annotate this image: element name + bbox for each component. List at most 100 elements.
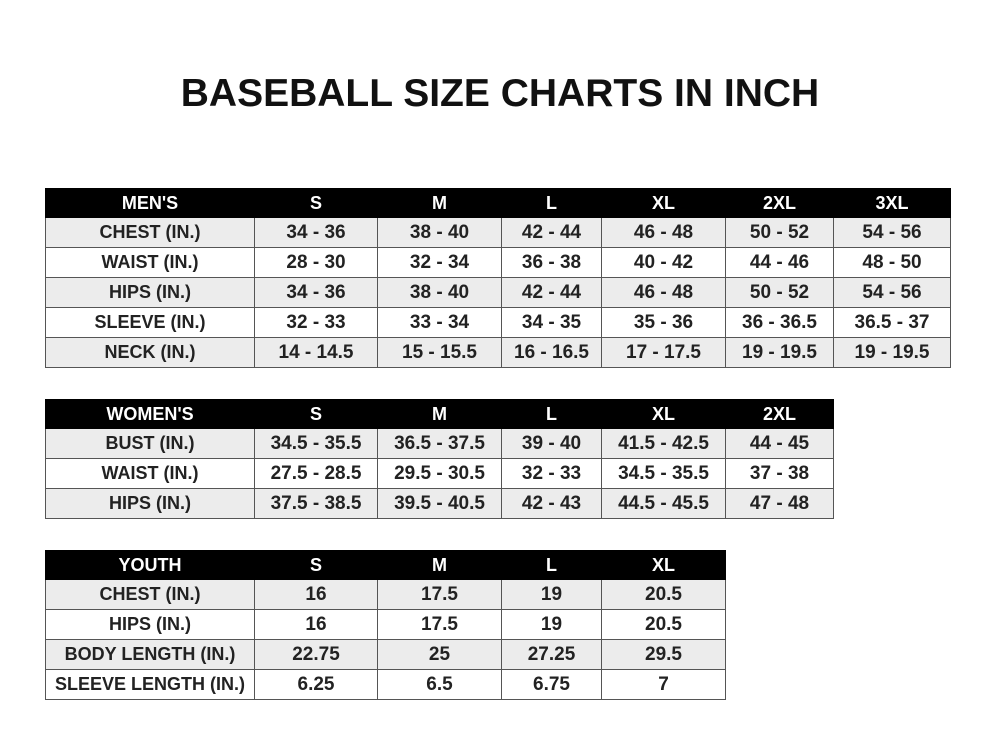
measurement-label: HIPS (IN.) (45, 488, 255, 519)
size-value: 19 (501, 609, 602, 640)
size-value: 50 - 52 (725, 217, 834, 248)
size-value: 42 - 44 (501, 277, 602, 308)
size-value: 6.25 (254, 669, 378, 700)
size-header: S (254, 399, 378, 429)
measurement-label: HIPS (IN.) (45, 277, 255, 308)
size-value: 27.5 - 28.5 (254, 458, 378, 489)
header-row: YOUTH S M L XL (45, 550, 726, 580)
table-row: NECK (IN.) 14 - 14.5 15 - 15.5 16 - 16.5 17 … (45, 337, 951, 368)
table-row: HIPS (IN.) 37.5 - 38.5 39.5 - 40.5 42 - 43 4… (45, 488, 834, 519)
size-header: S (254, 188, 378, 218)
size-value: 20.5 (601, 609, 726, 640)
table-row: WAIST (IN.) 28 - 30 32 - 34 36 - 38 40 - 42 4… (45, 247, 951, 278)
size-header: 3XL (833, 188, 951, 218)
measurement-label: CHEST (IN.) (45, 579, 255, 610)
size-value: 36.5 - 37.5 (377, 428, 502, 459)
size-value: 36 - 38 (501, 247, 602, 278)
size-value: 16 - 16.5 (501, 337, 602, 368)
size-value: 33 - 34 (377, 307, 502, 338)
table-row: SLEEVE LENGTH (IN.) 6.25 6.5 6.75 7 (45, 669, 726, 700)
size-value: 6.75 (501, 669, 602, 700)
size-value: 25 (377, 639, 502, 670)
size-value: 19 - 19.5 (833, 337, 951, 368)
page-title: BASEBALL SIZE CHARTS IN INCH (180, 72, 820, 115)
measurement-label: BUST (IN.) (45, 428, 255, 459)
size-value: 14 - 14.5 (254, 337, 378, 368)
measurement-label: BODY LENGTH (IN.) (45, 639, 255, 670)
size-value: 48 - 50 (833, 247, 951, 278)
header-row: MEN'S S M L XL 2XL 3XL (45, 188, 951, 218)
size-header: 2XL (725, 188, 834, 218)
size-value: 41.5 - 42.5 (601, 428, 726, 459)
size-value: 47 - 48 (725, 488, 834, 519)
size-value: 17 - 17.5 (601, 337, 726, 368)
size-value: 34 - 36 (254, 277, 378, 308)
size-value: 37 - 38 (725, 458, 834, 489)
size-value: 50 - 52 (725, 277, 834, 308)
size-value: 17.5 (377, 609, 502, 640)
size-value: 44.5 - 45.5 (601, 488, 726, 519)
size-header: XL (601, 188, 726, 218)
size-value: 46 - 48 (601, 277, 726, 308)
youth-size-table: YOUTH S M L XL CHEST (IN.) 16 17.5 19 20.5 HIPS (I… (45, 550, 726, 700)
measurement-label: CHEST (IN.) (45, 217, 255, 248)
size-value: 35 - 36 (601, 307, 726, 338)
measurement-label: SLEEVE (IN.) (45, 307, 255, 338)
size-value: 34 - 35 (501, 307, 602, 338)
size-value: 42 - 43 (501, 488, 602, 519)
table-row: BODY LENGTH (IN.) 22.75 25 27.25 29.5 (45, 639, 726, 670)
size-header: S (254, 550, 378, 580)
size-header: M (377, 550, 502, 580)
category-header: MEN'S (45, 188, 255, 218)
size-value: 46 - 48 (601, 217, 726, 248)
size-value: 20.5 (601, 579, 726, 610)
size-value: 34.5 - 35.5 (254, 428, 378, 459)
size-value: 28 - 30 (254, 247, 378, 278)
size-header: L (501, 550, 602, 580)
size-value: 36.5 - 37 (833, 307, 951, 338)
table-row: WAIST (IN.) 27.5 - 28.5 29.5 - 30.5 32 - 33… (45, 458, 834, 489)
size-value: 54 - 56 (833, 217, 951, 248)
size-value: 36 - 36.5 (725, 307, 834, 338)
size-header: XL (601, 550, 726, 580)
measurement-label: WAIST (IN.) (45, 458, 255, 489)
size-value: 32 - 34 (377, 247, 502, 278)
size-value: 44 - 46 (725, 247, 834, 278)
size-value: 38 - 40 (377, 277, 502, 308)
table-row: SLEEVE (IN.) 32 - 33 33 - 34 34 - 35 35 - 36… (45, 307, 951, 338)
size-value: 32 - 33 (254, 307, 378, 338)
measurement-label: HIPS (IN.) (45, 609, 255, 640)
size-value: 16 (254, 609, 378, 640)
size-header: M (377, 399, 502, 429)
size-value: 27.25 (501, 639, 602, 670)
category-header: YOUTH (45, 550, 255, 580)
size-value: 29.5 (601, 639, 726, 670)
table-row: CHEST (IN.) 16 17.5 19 20.5 (45, 579, 726, 610)
size-value: 40 - 42 (601, 247, 726, 278)
size-value: 19 (501, 579, 602, 610)
measurement-label: SLEEVE LENGTH (IN.) (45, 669, 255, 700)
size-value: 19 - 19.5 (725, 337, 834, 368)
size-value: 42 - 44 (501, 217, 602, 248)
size-value: 44 - 45 (725, 428, 834, 459)
table-row: BUST (IN.) 34.5 - 35.5 36.5 - 37.5 39 - 40 4… (45, 428, 834, 459)
table-row: HIPS (IN.) 34 - 36 38 - 40 42 - 44 46 - 48 50… (45, 277, 951, 308)
size-value: 22.75 (254, 639, 378, 670)
table-row: HIPS (IN.) 16 17.5 19 20.5 (45, 609, 726, 640)
size-value: 54 - 56 (833, 277, 951, 308)
size-value: 29.5 - 30.5 (377, 458, 502, 489)
size-value: 17.5 (377, 579, 502, 610)
size-value: 37.5 - 38.5 (254, 488, 378, 519)
measurement-label: NECK (IN.) (45, 337, 255, 368)
size-value: 39.5 - 40.5 (377, 488, 502, 519)
measurement-label: WAIST (IN.) (45, 247, 255, 278)
size-value: 15 - 15.5 (377, 337, 502, 368)
size-value: 34 - 36 (254, 217, 378, 248)
size-value: 16 (254, 579, 378, 610)
size-value: 38 - 40 (377, 217, 502, 248)
size-header: M (377, 188, 502, 218)
category-header: WOMEN'S (45, 399, 255, 429)
table-row: CHEST (IN.) 34 - 36 38 - 40 42 - 44 46 - 48 5… (45, 217, 951, 248)
size-value: 6.5 (377, 669, 502, 700)
womens-size-table: WOMEN'S S M L XL 2XL BUST (IN.) 34.5 - 35.5 36.5… (45, 399, 834, 519)
